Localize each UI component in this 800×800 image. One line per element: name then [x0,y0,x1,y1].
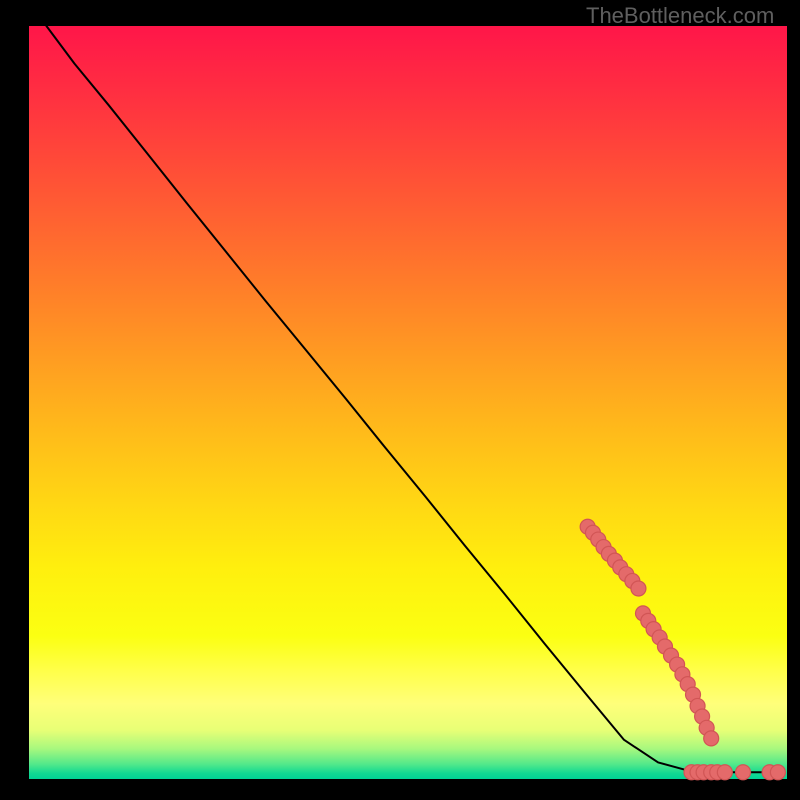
scatter-point [704,731,719,746]
scatter-point [717,765,732,780]
scatter-point [770,765,785,780]
scatter-point [736,765,751,780]
scatter-point [631,581,646,596]
watermark-text: TheBottleneck.com [586,3,774,29]
bottleneck-chart [0,0,800,800]
